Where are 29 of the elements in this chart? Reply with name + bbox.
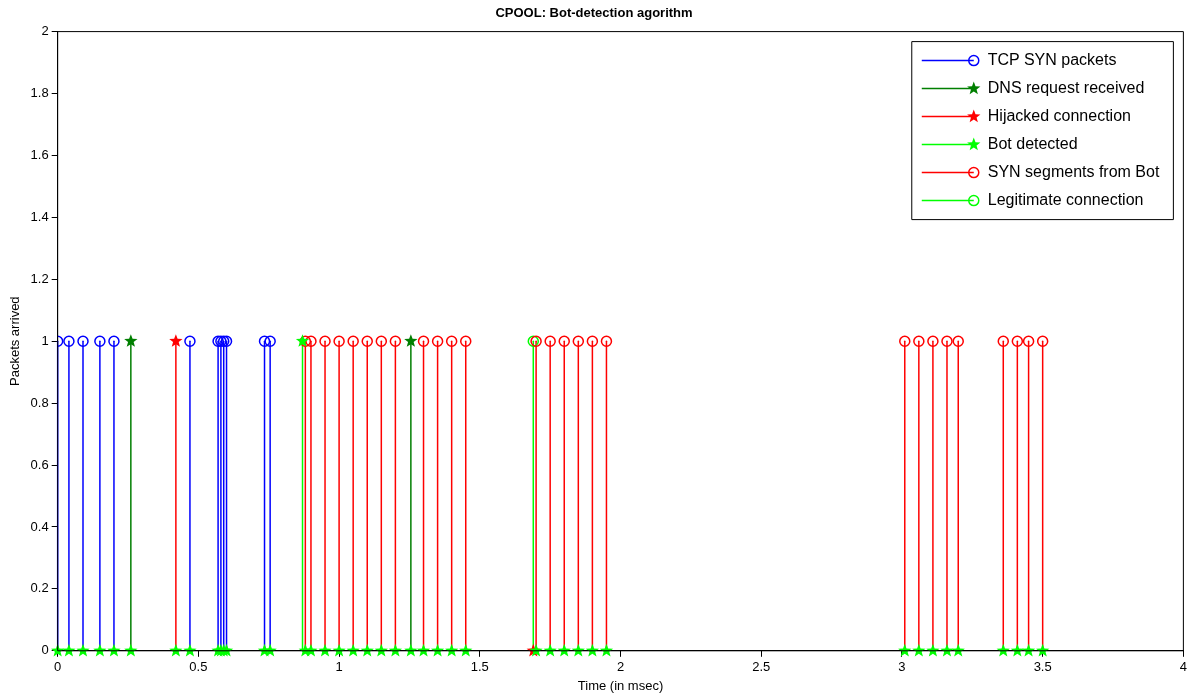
x-tick-label: 2 [616,659,625,675]
legend-label: DNS request received [987,79,1145,97]
legend-label: TCP SYN packets [987,51,1117,69]
x-tick-label: 3 [898,659,906,675]
y-tick-label: 0 [41,642,49,658]
y-tick-label: 1.6 [30,147,49,163]
y-tick-label: 1.8 [30,85,49,101]
y-tick-label: 0.8 [30,394,49,410]
x-tick-label: 2.5 [752,659,771,675]
y-tick-label: 2 [41,23,49,39]
y-tick-label: 1 [41,332,49,348]
y-tick-label: 1.2 [30,270,49,286]
x-tick-label: 1 [335,659,343,675]
legend-label: Bot detected [987,135,1078,153]
chart-title: CPOOL: Bot-detection agorithm [495,5,693,21]
legend-label: Hijacked connection [987,107,1131,125]
x-tick-label: 4 [1179,659,1187,675]
y-tick-label: 0.6 [30,456,49,472]
x-tick-label: 0 [54,659,62,675]
y-tick-label: 0.4 [30,518,49,534]
y-tick-label: 0.2 [30,580,49,596]
x-tick-label: 3.5 [1033,659,1052,675]
y-tick-label: 1.4 [30,208,49,224]
x-tick-label: 1.5 [470,659,489,675]
x-axis-title: Time (in msec) [577,677,664,693]
y-axis-title: Packets arrived [7,296,23,386]
x-tick-label: 0.5 [189,659,208,675]
legend-label: Legitimate connection [987,191,1144,209]
legend-label: SYN segments from Bot [987,163,1160,181]
